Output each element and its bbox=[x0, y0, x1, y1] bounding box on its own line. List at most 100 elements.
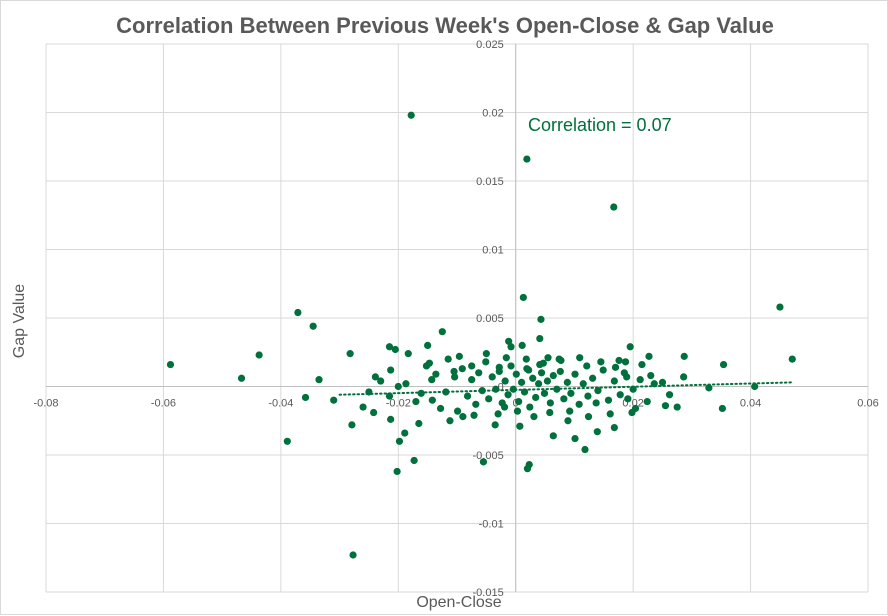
data-point bbox=[495, 367, 503, 376]
data-point bbox=[415, 419, 423, 428]
data-point bbox=[584, 392, 592, 400]
x-tick-label: -0.04 bbox=[268, 398, 293, 410]
data-point bbox=[680, 373, 688, 381]
data-point bbox=[370, 408, 378, 417]
data-point bbox=[482, 358, 490, 366]
data-point bbox=[455, 352, 463, 360]
data-point bbox=[453, 407, 462, 415]
data-point bbox=[498, 399, 506, 407]
data-point bbox=[560, 395, 568, 403]
data-point bbox=[751, 382, 759, 391]
data-point bbox=[594, 387, 602, 395]
data-point bbox=[610, 203, 618, 211]
data-point bbox=[393, 467, 401, 476]
data-point bbox=[407, 111, 415, 119]
data-point bbox=[529, 374, 537, 382]
data-point bbox=[255, 351, 263, 359]
y-tick-label: 0 bbox=[498, 382, 504, 394]
data-point bbox=[519, 293, 527, 302]
data-point bbox=[788, 355, 796, 363]
data-point bbox=[516, 422, 524, 430]
data-point bbox=[522, 355, 530, 363]
data-point bbox=[468, 362, 476, 370]
data-point bbox=[438, 328, 446, 336]
data-point bbox=[394, 382, 402, 391]
data-point bbox=[623, 373, 631, 381]
data-point bbox=[643, 397, 651, 406]
data-point bbox=[436, 404, 445, 413]
data-point bbox=[294, 308, 302, 317]
data-point bbox=[624, 395, 632, 403]
data-point bbox=[391, 345, 399, 354]
data-point bbox=[606, 410, 614, 418]
data-point bbox=[479, 458, 488, 466]
y-tick-label: 0.025 bbox=[476, 39, 504, 51]
data-point bbox=[593, 428, 601, 436]
data-point bbox=[546, 399, 554, 407]
data-point bbox=[470, 411, 478, 419]
data-point bbox=[626, 343, 634, 351]
y-tick-label: 0.02 bbox=[482, 108, 503, 120]
data-point bbox=[451, 373, 459, 381]
data-point bbox=[515, 397, 523, 406]
data-point bbox=[537, 315, 545, 323]
data-point bbox=[417, 389, 425, 397]
data-point bbox=[485, 395, 493, 403]
data-point bbox=[563, 378, 571, 386]
data-point bbox=[566, 407, 574, 415]
data-point bbox=[365, 388, 373, 396]
data-point bbox=[532, 393, 540, 402]
data-point bbox=[543, 377, 552, 385]
data-point bbox=[610, 377, 618, 385]
data-point bbox=[628, 408, 636, 417]
data-point bbox=[567, 389, 575, 397]
chart-title: Correlation Between Previous Week's Open… bbox=[116, 13, 774, 38]
data-point bbox=[638, 360, 646, 369]
data-point bbox=[517, 378, 526, 386]
data-point bbox=[705, 384, 713, 392]
data-point bbox=[523, 155, 531, 163]
data-point bbox=[537, 369, 546, 377]
data-point bbox=[505, 337, 513, 345]
data-point bbox=[410, 456, 418, 465]
data-point bbox=[478, 387, 486, 395]
data-point bbox=[450, 367, 458, 376]
data-point bbox=[504, 391, 512, 399]
y-tick-label: -0.005 bbox=[473, 450, 504, 462]
data-point bbox=[402, 380, 410, 388]
grid-lines bbox=[45, 43, 869, 593]
x-tick-label: -0.06 bbox=[151, 398, 176, 410]
data-point bbox=[579, 380, 587, 388]
data-point bbox=[509, 385, 517, 393]
data-point bbox=[472, 400, 480, 408]
data-point bbox=[719, 360, 728, 369]
data-point bbox=[482, 350, 490, 358]
data-point bbox=[424, 341, 432, 349]
data-point bbox=[283, 437, 291, 445]
data-point bbox=[502, 354, 510, 362]
y-axis-label: Gap Value bbox=[11, 283, 28, 359]
tick-labels: -0.08 -0.06 -0.04 -0.02 0 0.02 0.04 0.06 -0.015 -… bbox=[33, 39, 878, 599]
data-point bbox=[494, 410, 502, 418]
data-point bbox=[458, 365, 466, 373]
data-point bbox=[523, 465, 532, 473]
data-point bbox=[597, 358, 605, 366]
data-point bbox=[488, 373, 496, 381]
data-point bbox=[650, 380, 658, 388]
y-tick-label: 0.005 bbox=[476, 313, 504, 325]
data-point bbox=[658, 378, 667, 386]
x-axis-label: Open-Close bbox=[416, 594, 502, 611]
data-point bbox=[237, 374, 246, 382]
data-point bbox=[412, 397, 420, 406]
data-point bbox=[645, 352, 653, 360]
y-tick-label: -0.015 bbox=[473, 587, 504, 599]
data-point bbox=[377, 377, 385, 385]
x-tick-label: -0.02 bbox=[386, 398, 411, 410]
data-point bbox=[564, 417, 572, 425]
data-point bbox=[349, 551, 357, 559]
data-point bbox=[491, 421, 499, 429]
data-point bbox=[463, 392, 472, 400]
data-point bbox=[348, 421, 356, 429]
data-point bbox=[459, 413, 467, 421]
